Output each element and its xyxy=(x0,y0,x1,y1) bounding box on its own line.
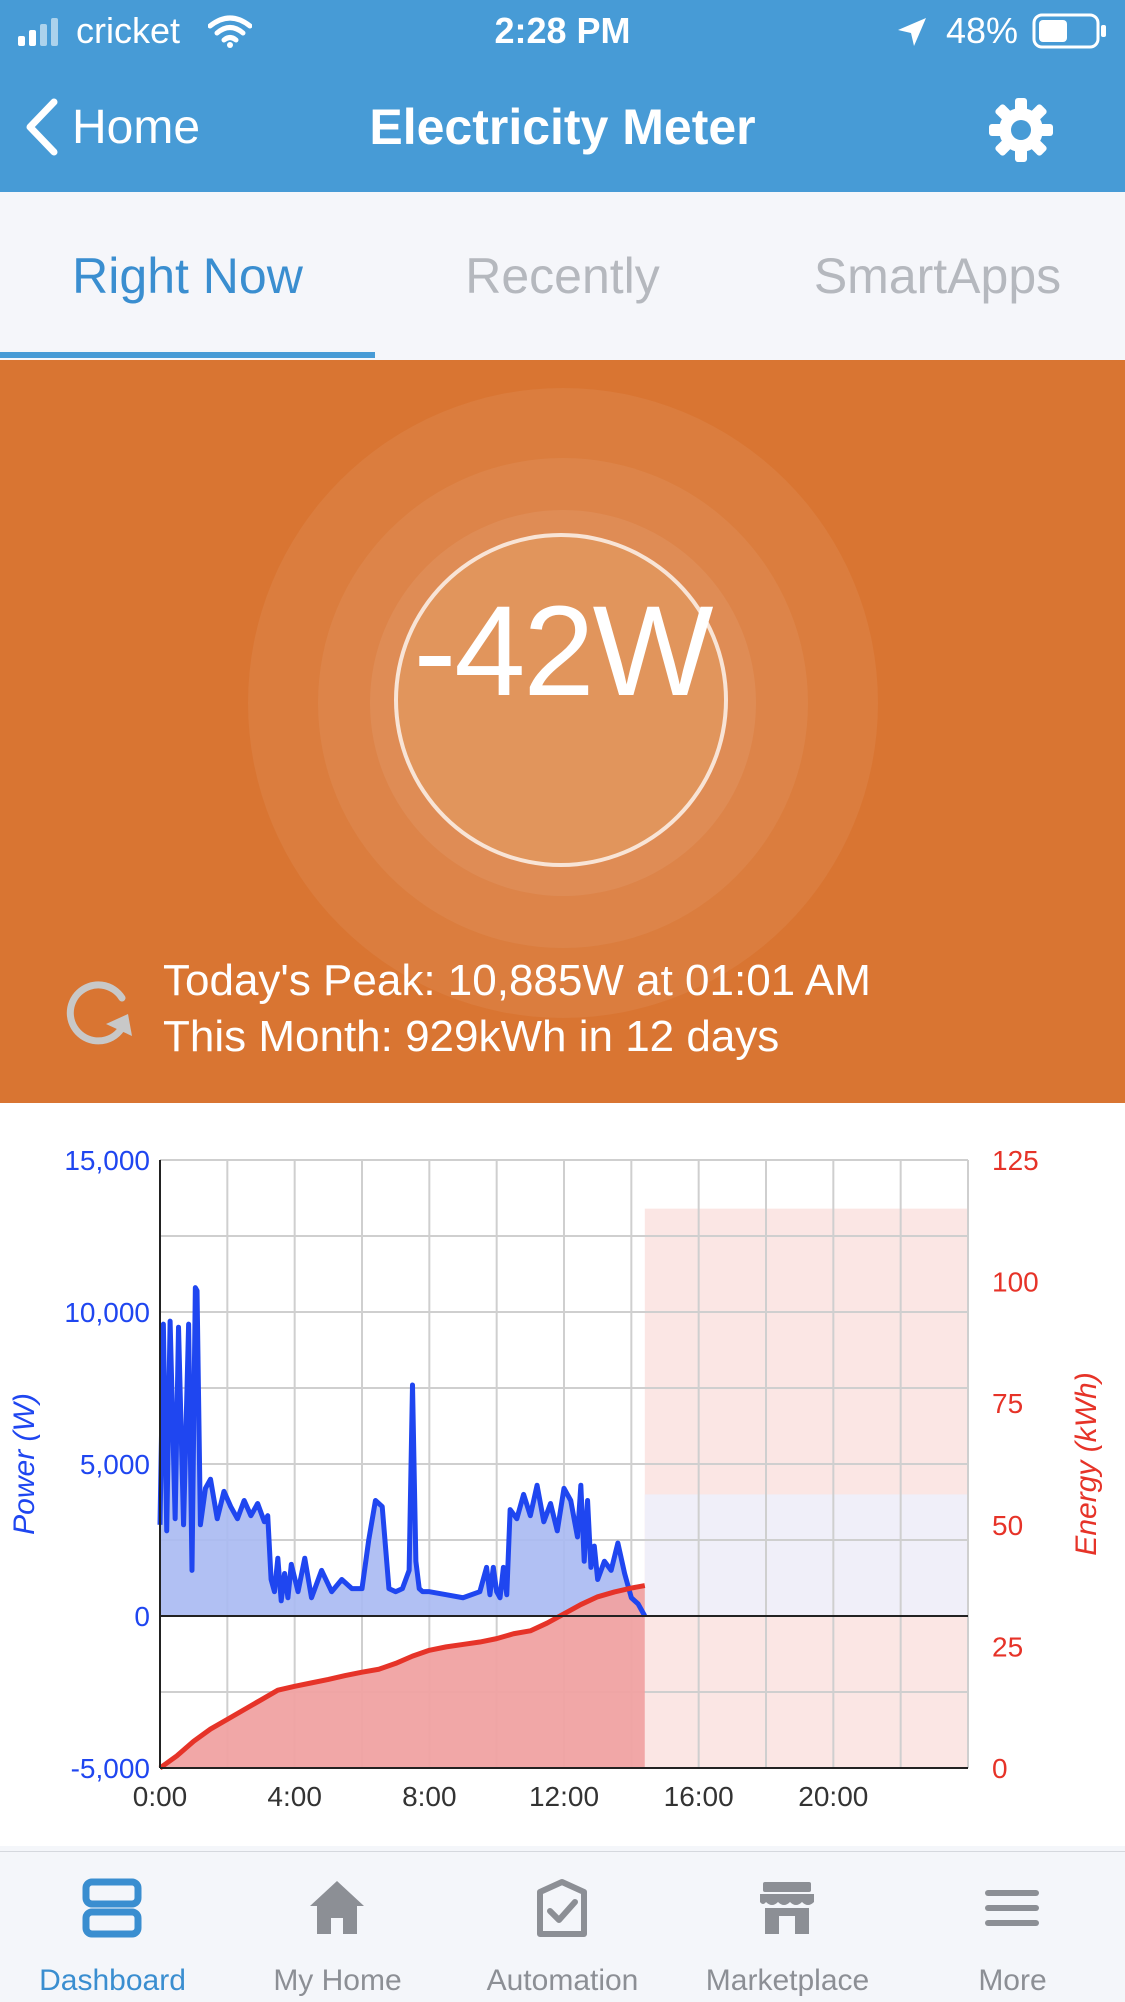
nav-more-label: More xyxy=(978,1964,1047,1997)
projection-power-area xyxy=(644,1494,968,1616)
location-arrow-icon xyxy=(898,18,926,46)
clock: 2:28 PM xyxy=(494,10,631,51)
tab-right-now[interactable]: Right Now xyxy=(72,248,303,304)
left-axis-title: Power (W) xyxy=(8,1393,41,1535)
dashboard-icon xyxy=(82,1878,142,1938)
power-area xyxy=(160,1287,645,1616)
right-axis-tick-label: 25 xyxy=(992,1631,1023,1662)
automation-icon xyxy=(537,1879,587,1937)
left-axis-tick-label: -5,000 xyxy=(71,1753,150,1784)
right-axis-tick-label: 100 xyxy=(992,1267,1039,1298)
x-axis-tick-label: 4:00 xyxy=(267,1781,322,1812)
left-axis-tick-label: 10,000 xyxy=(64,1297,150,1328)
tab-recently[interactable]: Recently xyxy=(465,248,660,304)
wifi-icon xyxy=(208,15,252,48)
battery-icon xyxy=(1032,13,1106,49)
left-axis-tick-label: 0 xyxy=(134,1601,150,1632)
refresh-icon[interactable] xyxy=(62,974,138,1050)
bottom-navigation: Dashboard My Home Automation Marketplace… xyxy=(0,1851,1125,2002)
x-axis-tick-label: 8:00 xyxy=(402,1781,457,1812)
store-icon xyxy=(760,1882,814,1934)
menu-icon xyxy=(985,1890,1039,1926)
x-axis-tick-label: 12:00 xyxy=(529,1781,599,1812)
right-axis-tick-label: 75 xyxy=(992,1388,1023,1419)
left-axis-tick-label: 5,000 xyxy=(80,1449,150,1480)
nav-marketplace[interactable]: Marketplace xyxy=(675,1852,900,2002)
x-axis-tick-label: 16:00 xyxy=(664,1781,734,1812)
status-bar: cricket 2:28 PM 48% xyxy=(0,0,1125,62)
reading-circle xyxy=(394,533,728,867)
back-button-label: Home xyxy=(72,100,201,154)
right-axis-tick-label: 125 xyxy=(992,1145,1039,1176)
settings-gear-icon[interactable] xyxy=(986,95,1056,165)
right-axis-tick-label: 50 xyxy=(992,1510,1023,1541)
active-tab-indicator xyxy=(0,352,375,358)
right-axis-title: Energy (kWh) xyxy=(1070,1372,1103,1555)
todays-peak: Today's Peak: 10,885W at 01:01 AM xyxy=(163,956,871,1005)
nav-marketplace-label: Marketplace xyxy=(705,1964,870,1997)
nav-my-home-label: My Home xyxy=(273,1964,402,1997)
left-axis-tick-label: 15,000 xyxy=(64,1145,150,1176)
nav-dashboard[interactable]: Dashboard xyxy=(0,1852,225,2002)
nav-dashboard-label: Dashboard xyxy=(39,1964,186,1997)
page-title: Electricity Meter xyxy=(369,99,756,155)
x-axis-tick-label: 20:00 xyxy=(798,1781,868,1812)
chevron-left-icon xyxy=(26,98,58,156)
battery-percentage: 48% xyxy=(946,10,1019,51)
back-button[interactable]: Home xyxy=(22,92,200,162)
nav-automation[interactable]: Automation xyxy=(450,1852,675,2002)
energy-series-line xyxy=(158,1583,646,1771)
house-icon xyxy=(310,1881,364,1934)
nav-more[interactable]: More xyxy=(900,1852,1125,2002)
cellular-signal-icon xyxy=(18,18,58,46)
right-axis-tick-label: 0 xyxy=(992,1753,1008,1784)
current-power-reading: -42W xyxy=(413,580,714,723)
energy-area xyxy=(160,1585,645,1768)
nav-my-home[interactable]: My Home xyxy=(225,1852,450,2002)
chart-canvas: 15,000 10,000 5,000 0 -5,000 125 100 75 50 25 0 0:0… xyxy=(8,1145,1103,1812)
nav-automation-label: Automation xyxy=(486,1964,639,1997)
power-series-line xyxy=(157,1285,647,1618)
tab-bar: Right Now Recently SmartApps xyxy=(0,192,1125,361)
x-axis-tick-label: 0:00 xyxy=(133,1781,188,1812)
current-usage-panel: -42W Today's Peak: 10,885W at 01:01 AM T… xyxy=(0,360,1125,1103)
tab-smartapps[interactable]: SmartApps xyxy=(813,248,1062,304)
carrier-name: cricket xyxy=(76,10,181,51)
power-energy-chart: 15,000 10,000 5,000 0 -5,000 125 100 75 50 25 0 0:0… xyxy=(0,1103,1125,1846)
navigation-bar: Home Electricity Meter xyxy=(0,62,1125,192)
projection-energy-area xyxy=(644,1208,968,1768)
month-total: This Month: 929kWh in 12 days xyxy=(163,1012,780,1061)
